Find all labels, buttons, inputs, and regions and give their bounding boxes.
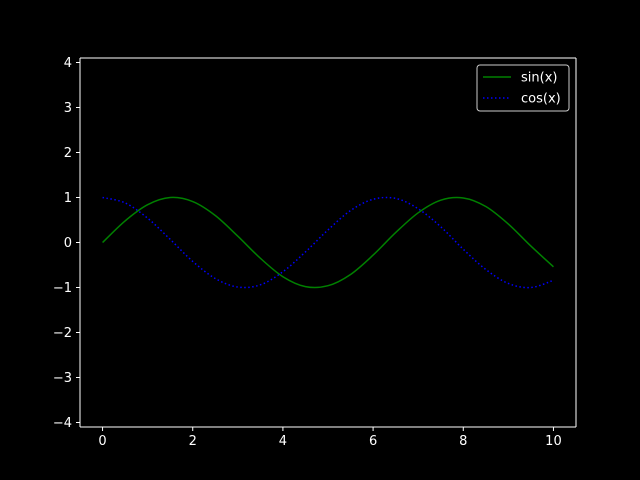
x-tick-label: 0 <box>98 434 106 449</box>
y-tick-label: 0 <box>64 236 72 251</box>
series-line-sin <box>102 196 554 289</box>
legend-label-sin: sin(x) <box>521 71 557 86</box>
legend-label-cos: cos(x) <box>521 92 561 107</box>
y-tick-label: 4 <box>64 56 72 71</box>
x-tick-label: 8 <box>459 434 467 449</box>
legend: sin(x) cos(x) <box>476 64 570 112</box>
series-line-cos <box>102 196 554 289</box>
y-tick-label: 1 <box>64 191 72 206</box>
x-tick-label: 4 <box>279 434 287 449</box>
x-tick-label: 10 <box>545 434 562 449</box>
x-tick-label: 2 <box>189 434 197 449</box>
plot-background <box>80 58 576 427</box>
y-tick-label: −1 <box>53 281 72 296</box>
y-tick-label: 3 <box>64 101 72 116</box>
y-tick-label: −4 <box>53 416 72 431</box>
series-layer <box>102 196 554 289</box>
plot-area <box>80 58 576 427</box>
y-tick-label: −2 <box>53 326 72 341</box>
axes-layer: 0 2 4 6 8 10 −4 −3 −2 −1 0 1 2 3 4 <box>53 56 577 449</box>
x-tick-label: 6 <box>369 434 377 449</box>
y-tick-label: −3 <box>53 371 72 386</box>
y-tick-label: 2 <box>64 146 72 161</box>
